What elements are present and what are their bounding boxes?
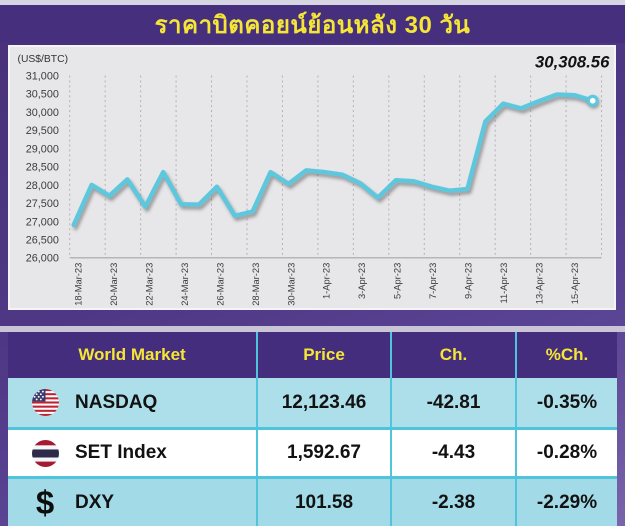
y-tick-label: 30,000 [26,107,59,119]
x-tick-label: 9-Apr-23 [464,263,474,299]
dollar-icon: $ [35,484,55,521]
col-header-price: Price [256,332,390,378]
x-tick-label: 20-Mar-23 [109,263,119,306]
pct-change-value: -0.28% [515,430,617,476]
pct-change-value: -2.29% [515,479,617,526]
x-tick-label: 22-Mar-23 [144,263,154,306]
y-axis-unit-label: (US$/BTC) [18,54,69,65]
btc-price-line [71,92,595,228]
y-tick-label: 29,000 [26,143,59,155]
x-tick-label: 28-Mar-23 [251,263,261,306]
us-flag-icon [25,389,65,416]
price-value: 12,123.46 [256,378,390,427]
bitcoin-price-chart: 31,000 30,500 30,000 29,500 29,000 28,500 28,0… [18,53,611,306]
x-tick-label: 24-Mar-23 [180,263,190,306]
thai-flag-icon [25,439,65,467]
x-tick-label: 18-Mar-23 [74,263,84,306]
col-header-change: Ch. [390,332,515,378]
world-market-table: World Market Price Ch. %Ch. [8,332,617,526]
market-name: DXY [75,491,115,513]
table-top-strip [0,326,625,332]
col-header-pct-change: %Ch. [515,332,617,378]
change-value: -4.43 [390,430,515,476]
change-value: -2.38 [390,479,515,526]
top-lavender-strip [0,0,625,5]
price-value: 1,592.67 [256,430,390,476]
y-tick-label: 26,000 [26,253,59,265]
y-tick-label: 28,000 [26,180,59,192]
market-name-cell: NASDAQ [8,378,256,427]
price-value: 101.58 [256,479,390,526]
x-tick-label: 26-Mar-23 [215,263,225,306]
table-row-dxy: $ DXY 101.58 -2.38 -2.29% [8,476,617,526]
y-tick-label: 31,000 [26,71,59,83]
table-row-nasdaq: NASDAQ 12,123.46 -42.81 -0.35% [8,378,617,427]
x-tick-label: 11-Apr-23 [499,263,509,304]
y-tick-label: 30,500 [26,89,59,101]
market-name: SET Index [75,442,167,463]
table-row-set-index: SET Index 1,592.67 -4.43 -0.28% [8,427,617,476]
y-tick-label: 28,500 [26,162,59,174]
market-name-cell: $ DXY [8,479,256,526]
title-bar: ราคาบิตคอยน์ย้อนหลัง 30 วัน [0,5,625,43]
pct-change-value: -0.35% [515,378,617,427]
table-header-row: World Market Price Ch. %Ch. [8,332,617,378]
last-point-marker [586,94,599,107]
x-tick-label: 13-Apr-23 [534,263,544,305]
x-tick-label: 15-Apr-23 [570,263,580,305]
x-tick-label: 5-Apr-23 [393,263,403,299]
bitcoin-price-chart-panel: 31,000 30,500 30,000 29,500 29,000 28,500 28,0… [8,45,616,310]
x-tick-label: 30-Mar-23 [286,263,296,306]
last-price-label: 30,308.56 [535,53,610,72]
x-tick-label: 3-Apr-23 [357,263,367,299]
y-tick-label: 27,000 [26,216,59,228]
y-tick-label: 27,500 [26,198,59,210]
x-tick-label: 7-Apr-23 [428,263,438,299]
change-value: -42.81 [390,378,515,427]
market-name: NASDAQ [75,391,158,413]
x-tick-label: 1-Apr-23 [322,263,332,299]
col-header-world-market: World Market [78,345,186,364]
y-tick-label: 29,500 [26,125,59,137]
page-title: ราคาบิตคอยน์ย้อนหลัง 30 วัน [154,11,471,39]
y-tick-label: 26,500 [26,234,59,246]
market-name-cell: SET Index [8,430,256,476]
